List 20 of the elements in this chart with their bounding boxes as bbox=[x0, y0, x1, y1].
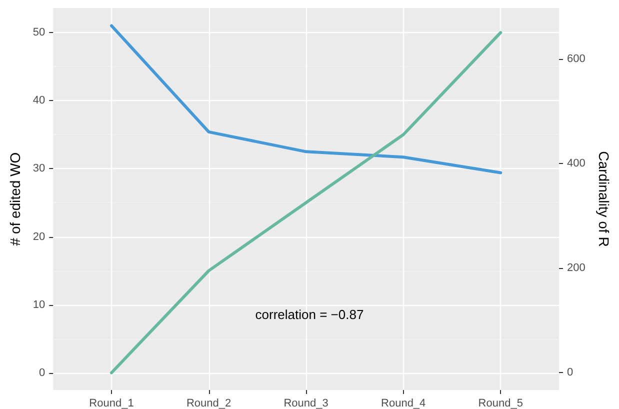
line-series bbox=[110, 24, 502, 174]
y-tick-label: 50 bbox=[32, 26, 46, 39]
y-tick-label: 10 bbox=[32, 298, 46, 311]
y-tick-label: 30 bbox=[32, 162, 46, 175]
x-tick-label: Round_5 bbox=[478, 398, 523, 409]
y2-tick-label: 200 bbox=[567, 262, 586, 274]
y-axis-title: # of edited WO bbox=[7, 152, 23, 246]
y2-axis-title: Cardinality of R bbox=[596, 151, 612, 247]
x-tick-label: Round_2 bbox=[186, 398, 232, 409]
y-tick-label: 40 bbox=[32, 94, 46, 107]
y2-tick-label: 0 bbox=[567, 366, 574, 379]
annotation: correlation = −0.87 bbox=[255, 307, 364, 322]
y2-tick-label: 600 bbox=[567, 52, 586, 65]
y-tick-label: 20 bbox=[32, 230, 46, 243]
y2-tick-label: 400 bbox=[567, 157, 586, 170]
x-tick-label: Round_4 bbox=[381, 398, 426, 409]
x-tick-label: Round_1 bbox=[89, 398, 134, 409]
line-series bbox=[110, 31, 502, 374]
y-tick-label: 0 bbox=[39, 366, 46, 379]
x-tick-label: Round_3 bbox=[284, 398, 328, 409]
